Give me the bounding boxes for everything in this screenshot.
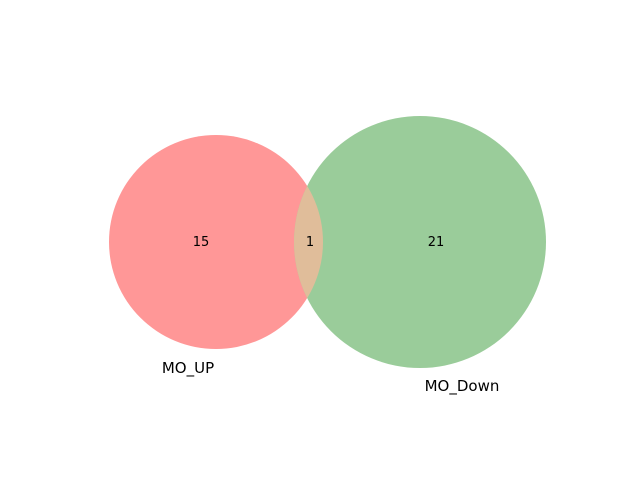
set-circle-mo-up	[109, 135, 323, 349]
count-left-only: 15	[193, 235, 210, 250]
set-label-mo-up: MO_UP	[162, 359, 214, 378]
set-circle-mo-down	[294, 116, 546, 368]
count-intersection: 1	[306, 235, 314, 250]
set-label-mo-down: MO_Down	[425, 377, 500, 396]
count-right-only: 21	[428, 235, 445, 250]
